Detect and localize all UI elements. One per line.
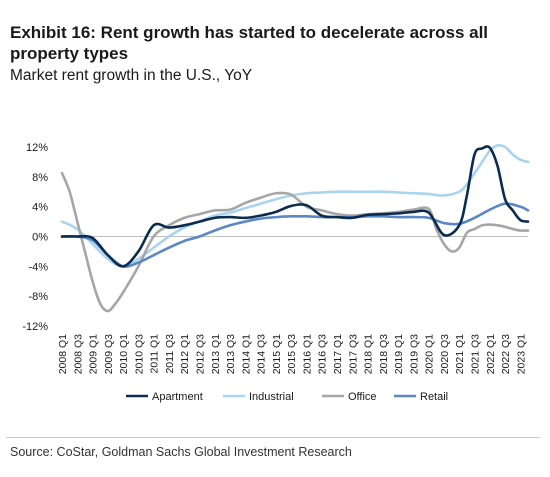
- footer-divider: [6, 437, 540, 438]
- x-tick-label: 2011 Q3: [164, 334, 176, 374]
- x-tick-label: 2009 Q3: [103, 334, 115, 374]
- x-tick-label: 2021 Q1: [454, 334, 466, 374]
- chart-subtitle: Market rent growth in the U.S., YoY: [10, 67, 253, 84]
- y-tick-label: -8%: [28, 291, 48, 303]
- y-tick-label: -4%: [28, 261, 48, 273]
- chart-title: Exhibit 16: Rent growth has started to d…: [10, 23, 489, 63]
- y-tick-label: 12%: [26, 142, 48, 154]
- x-tick-label: 2012 Q1: [179, 334, 191, 374]
- x-tick-label: 2013 Q3: [225, 334, 237, 374]
- x-tick-label: 2017 Q3: [347, 334, 359, 374]
- y-tick-label: 4%: [32, 202, 48, 214]
- y-tick-label: 0%: [32, 232, 48, 244]
- x-tick-label: 2022 Q1: [485, 334, 497, 374]
- x-tick-label: 2016 Q3: [317, 334, 329, 374]
- x-tick-label: 2013 Q1: [210, 334, 222, 374]
- legend-label-apartment: Apartment: [152, 391, 203, 403]
- y-tick-label: -12%: [22, 321, 48, 333]
- x-tick-label: 2008 Q3: [72, 334, 84, 374]
- x-tick-label: 2009 Q1: [88, 334, 100, 374]
- x-tick-label: 2020 Q3: [439, 334, 451, 374]
- x-tick-label: 2008 Q1: [57, 334, 69, 374]
- y-tick-label: 8%: [32, 172, 48, 184]
- series-line-retail: [60, 202, 530, 268]
- x-tick-label: 2010 Q1: [118, 334, 130, 374]
- x-tick-label: 2022 Q3: [500, 334, 512, 374]
- legend-label-industrial: Industrial: [249, 391, 294, 403]
- series-line-apartment: [60, 145, 530, 268]
- x-tick-label: 2014 Q1: [240, 334, 252, 374]
- x-tick-label: 2019 Q1: [393, 334, 405, 374]
- x-tick-label: 2019 Q3: [408, 334, 420, 374]
- x-tick-label: 2021 Q3: [470, 334, 482, 374]
- x-tick-label: 2017 Q1: [332, 334, 344, 374]
- x-tick-label: 2010 Q3: [133, 334, 145, 374]
- x-tick-label: 2012 Q3: [195, 334, 207, 374]
- x-tick-label: 2015 Q1: [271, 334, 283, 374]
- x-tick-label: 2015 Q3: [286, 334, 298, 374]
- x-tick-label: 2018 Q1: [363, 334, 375, 374]
- legend-label-retail: Retail: [420, 391, 448, 403]
- x-tick-label: 2016 Q1: [301, 334, 313, 374]
- source-note: Source: CoStar, Goldman Sachs Global Inv…: [10, 445, 352, 459]
- x-tick-label: 2011 Q1: [149, 334, 161, 374]
- x-tick-label: 2020 Q1: [424, 334, 436, 374]
- x-tick-label: 2018 Q3: [378, 334, 390, 374]
- series-line-industrial: [60, 143, 530, 268]
- x-tick-label: 2023 Q1: [515, 334, 527, 374]
- x-tick-label: 2014 Q3: [256, 334, 268, 374]
- legend-label-office: Office: [348, 391, 377, 403]
